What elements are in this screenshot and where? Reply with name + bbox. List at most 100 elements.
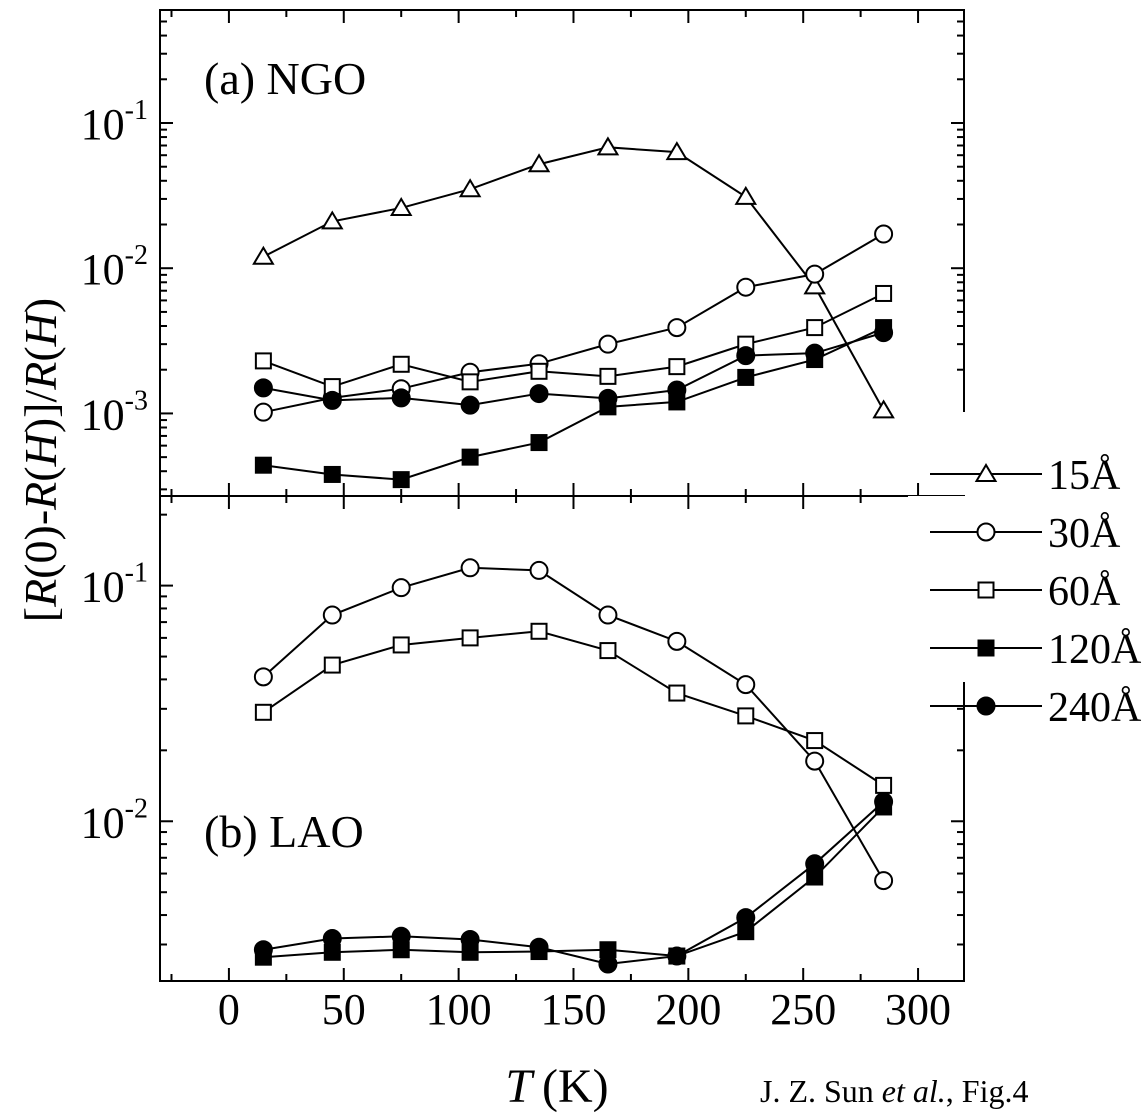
data-point bbox=[458, 178, 482, 198]
data-point bbox=[874, 224, 894, 244]
series-line bbox=[262, 630, 885, 787]
y-axis-label-part: [ bbox=[15, 607, 66, 622]
x-tick-label: 150 bbox=[540, 985, 606, 1034]
y-axis-label-part: )]/ bbox=[15, 390, 66, 434]
legend-label: 240Å bbox=[1048, 685, 1142, 731]
x-tick-label: 250 bbox=[770, 985, 836, 1034]
data-point bbox=[529, 384, 549, 404]
series-line bbox=[263, 233, 885, 414]
data-point bbox=[805, 751, 825, 771]
panel-a-y-tick-label: 10-2 bbox=[81, 240, 148, 294]
data-point bbox=[667, 946, 687, 966]
data-point bbox=[392, 355, 410, 373]
data-point bbox=[598, 388, 618, 408]
data-point bbox=[874, 323, 894, 343]
data-point bbox=[392, 471, 410, 489]
x-tick-label: 300 bbox=[885, 985, 951, 1034]
data-point bbox=[598, 605, 618, 625]
y-axis-label-part: R bbox=[15, 579, 66, 608]
data-point bbox=[805, 264, 825, 284]
legend-label: 30Å bbox=[1048, 511, 1121, 557]
legend-label: 15Å bbox=[1048, 453, 1121, 499]
panel-a-y-tick-label: 10-1 bbox=[81, 95, 148, 149]
data-point bbox=[321, 210, 344, 230]
panel-b-series-group bbox=[253, 558, 894, 974]
x-tick-label: 50 bbox=[322, 985, 366, 1034]
legend: 15Å 30Å 60Å 120Å 240Å bbox=[930, 453, 1142, 731]
y-axis-label-part: ( bbox=[15, 466, 66, 481]
legend-marker-circle-open bbox=[976, 522, 996, 542]
y-axis-label-part: ) bbox=[15, 298, 66, 313]
data-point bbox=[460, 558, 480, 578]
data-point bbox=[254, 352, 272, 370]
data-point bbox=[253, 402, 273, 422]
data-point bbox=[253, 940, 273, 960]
data-point bbox=[598, 954, 618, 974]
credit-figure: , Fig.4 bbox=[946, 1073, 1029, 1109]
series-line bbox=[263, 806, 885, 959]
panel-a-legend-cutout bbox=[942, 412, 972, 496]
panel-a-series-group bbox=[252, 136, 895, 489]
data-point bbox=[665, 141, 689, 161]
y-axis-label-part: R bbox=[15, 362, 66, 391]
x-axis-unit: (K) bbox=[542, 1060, 609, 1113]
legend-marker-circle-filled bbox=[976, 696, 996, 716]
y-axis-label-part: (0)- bbox=[15, 510, 66, 579]
series-line bbox=[262, 566, 885, 882]
data-point bbox=[461, 373, 479, 391]
data-point bbox=[391, 388, 411, 408]
data-point bbox=[322, 390, 342, 410]
x-tick-label: 0 bbox=[218, 985, 240, 1034]
data-point bbox=[874, 792, 894, 812]
data-point bbox=[323, 656, 341, 674]
data-point bbox=[736, 346, 756, 366]
data-point bbox=[253, 378, 273, 398]
panel-b-axes: 10-2 10-1 bbox=[81, 495, 972, 982]
data-point bbox=[529, 937, 549, 957]
x-axis-variable: T bbox=[505, 1060, 535, 1113]
y-axis-label-part: H bbox=[15, 310, 66, 347]
panel-a-y-tick-label: 10-3 bbox=[81, 385, 148, 439]
data-point bbox=[806, 319, 824, 337]
data-point bbox=[530, 434, 548, 452]
legend-label: 120Å bbox=[1048, 627, 1142, 673]
series-line bbox=[262, 146, 885, 411]
data-point bbox=[392, 636, 410, 654]
panel-b-y-tick-label: 10-2 bbox=[81, 793, 148, 847]
data-point bbox=[389, 196, 413, 216]
data-point bbox=[667, 318, 687, 338]
data-point bbox=[736, 277, 756, 297]
panel-b-frame bbox=[159, 495, 965, 982]
y-axis-label-part: H bbox=[15, 430, 66, 467]
legend-item: 120Å bbox=[930, 627, 1142, 673]
data-point bbox=[599, 642, 617, 660]
credit-etal: et al. bbox=[882, 1073, 946, 1109]
data-layer bbox=[252, 136, 895, 974]
legend-item: 15Å bbox=[930, 453, 1121, 499]
x-tick-label: 100 bbox=[426, 985, 492, 1034]
data-point bbox=[391, 926, 411, 946]
figure-credit: J. Z. Sun et al., Fig.4 bbox=[760, 1073, 1028, 1109]
legend-marker-square-filled bbox=[977, 639, 995, 657]
data-point bbox=[253, 667, 273, 687]
axes-layer: 10-3 10-2 10-1 10-2 10-1 0 50 100 150 200 250 300 bbox=[81, 9, 972, 1034]
data-point bbox=[805, 854, 825, 874]
data-point bbox=[598, 334, 618, 354]
data-point bbox=[872, 399, 895, 419]
data-point bbox=[254, 703, 272, 721]
series-line bbox=[263, 292, 885, 388]
data-point bbox=[461, 629, 479, 647]
panel-a-title: (a) NGO bbox=[204, 53, 366, 104]
data-point bbox=[322, 929, 342, 949]
panel-b-title: (b) LAO bbox=[204, 806, 364, 857]
data-point bbox=[736, 908, 756, 928]
data-point bbox=[734, 185, 758, 205]
data-point bbox=[391, 578, 411, 598]
data-point bbox=[530, 362, 548, 380]
data-point bbox=[527, 153, 551, 173]
data-point bbox=[668, 358, 686, 376]
series-line bbox=[263, 326, 885, 481]
legend-label: 60Å bbox=[1048, 569, 1121, 615]
legend-item: 60Å bbox=[930, 569, 1121, 615]
data-point bbox=[254, 456, 272, 474]
